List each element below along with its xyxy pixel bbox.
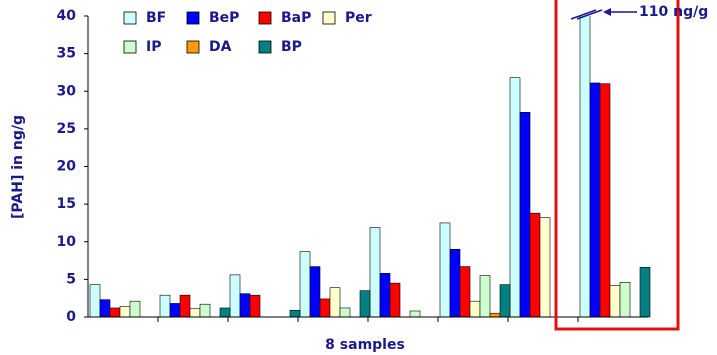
bar <box>509 77 521 318</box>
bar <box>469 300 481 318</box>
bar <box>609 285 621 318</box>
bar <box>599 83 611 318</box>
legend-label: DA <box>209 39 232 55</box>
bar <box>359 290 371 318</box>
bar <box>329 287 341 318</box>
legend-label: Per <box>345 10 372 26</box>
bar <box>229 274 241 318</box>
y-axis-label: [PAH] in ng/g <box>10 115 26 219</box>
legend-label: BeP <box>209 10 239 26</box>
highlight-box <box>554 0 680 331</box>
bar <box>179 294 191 318</box>
bar <box>409 310 421 318</box>
bar <box>519 112 531 318</box>
bar <box>479 275 491 318</box>
bar <box>339 307 351 318</box>
legend-swatch <box>186 40 200 54</box>
plot-area <box>89 16 651 318</box>
y-tick-label: 0 <box>66 309 76 325</box>
bar <box>289 309 301 318</box>
legend-swatch <box>258 11 272 25</box>
bar <box>319 298 331 318</box>
y-tick-label: 5 <box>66 271 76 287</box>
bar <box>449 248 461 318</box>
bar <box>169 303 181 318</box>
bar <box>489 312 501 318</box>
bar <box>299 251 311 318</box>
break-mark <box>576 9 603 20</box>
y-tick-label: 15 <box>57 196 76 212</box>
y-tick-label: 35 <box>57 46 76 62</box>
x-axis-label: 8 samples <box>325 337 405 353</box>
y-tick-label: 10 <box>57 234 77 250</box>
y-tick-label: 25 <box>57 121 76 137</box>
y-tick-label: 30 <box>57 83 77 99</box>
bar <box>459 266 471 318</box>
legend-label: BF <box>146 10 166 26</box>
bar <box>639 267 651 318</box>
y-tick-label: 20 <box>57 159 77 175</box>
legend-swatch <box>123 11 137 25</box>
bar <box>589 82 601 318</box>
bar <box>379 273 391 318</box>
bar <box>579 16 591 318</box>
bar <box>119 306 131 318</box>
bar <box>189 308 201 318</box>
y-tick-label: 40 <box>57 8 77 24</box>
legend-swatch <box>123 40 137 54</box>
bar <box>389 282 401 318</box>
legend-swatch <box>322 11 336 25</box>
legend-label: IP <box>146 39 161 55</box>
legend-swatch <box>186 11 200 25</box>
bar <box>619 282 631 318</box>
bar <box>239 293 251 318</box>
bar <box>309 266 321 318</box>
arrow-head <box>603 8 611 16</box>
bar <box>439 222 451 318</box>
bar <box>99 299 111 318</box>
bar <box>249 294 261 318</box>
legend-label: BP <box>281 39 302 55</box>
break-mark <box>570 9 597 20</box>
bar <box>219 307 231 318</box>
bar <box>539 217 551 318</box>
bar <box>129 300 141 318</box>
legend-swatch <box>258 40 272 54</box>
bar <box>89 284 101 318</box>
bar <box>369 227 381 318</box>
bar <box>499 284 511 318</box>
bar <box>199 303 211 318</box>
bar <box>109 307 121 318</box>
legend-label: BaP <box>281 10 311 26</box>
annotation: 110 ng/g <box>639 4 708 20</box>
bar <box>529 212 541 318</box>
bar <box>159 294 171 318</box>
